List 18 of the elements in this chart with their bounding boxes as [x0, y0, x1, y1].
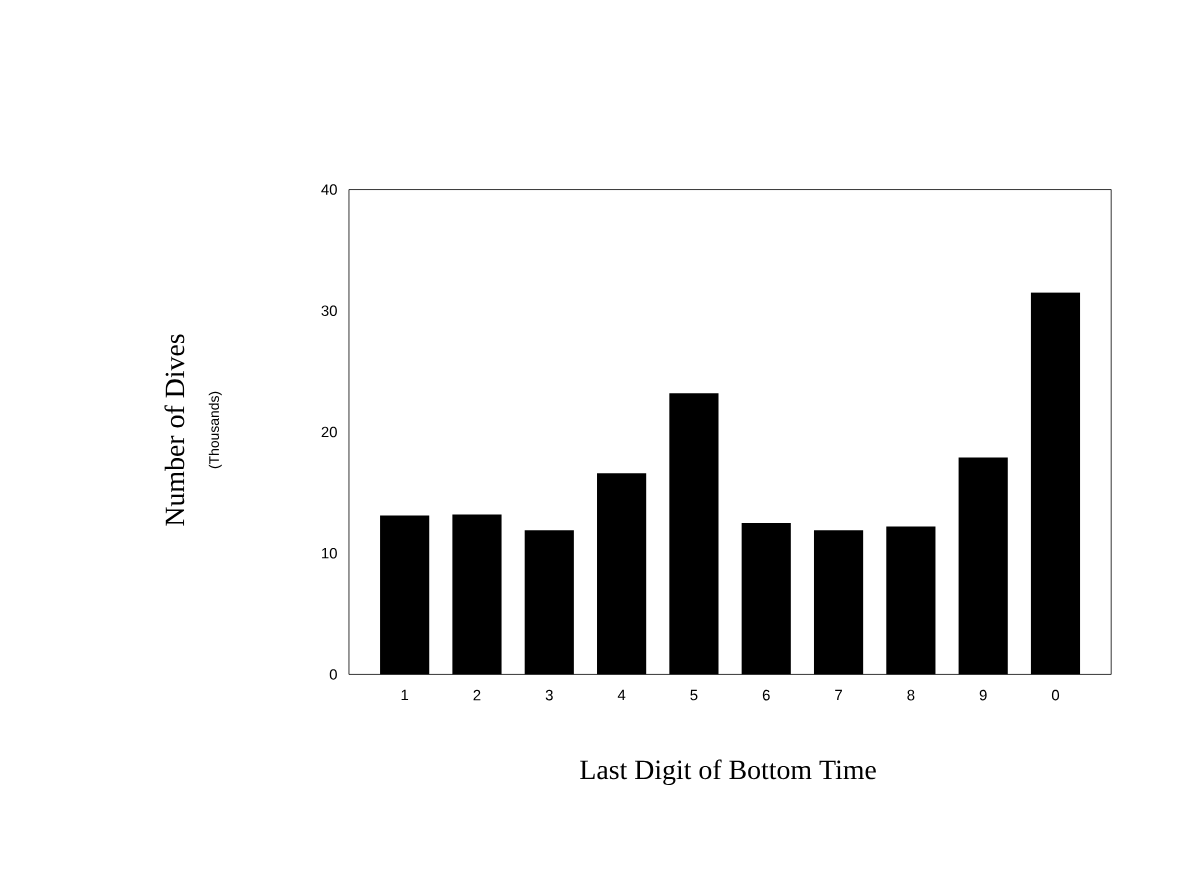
x-tick-label: 3 — [545, 689, 553, 701]
x-tick-label: 6 — [762, 689, 770, 701]
x-tick-label: 2 — [473, 689, 481, 701]
x-tick-label: 0 — [1051, 689, 1060, 701]
x-tick-label: 5 — [690, 689, 698, 701]
y-tick-label: 0 — [329, 669, 337, 680]
y-tick-label: 40 — [321, 184, 337, 195]
x-tick-label: 9 — [979, 689, 987, 701]
text: (Thousands) — [208, 391, 222, 469]
y-tick-label: 10 — [322, 547, 337, 559]
x-axis-title: Last Digit of Bottom Time — [580, 759, 876, 786]
y-axis-title: Number of Dives — [164, 334, 185, 526]
x-tick-label: 8 — [907, 689, 915, 701]
x-tick-label: 7 — [835, 689, 842, 701]
x-tick-label: 1 — [401, 689, 409, 701]
y-tick-label: 20 — [321, 426, 337, 438]
x-tick-label: 4 — [617, 689, 626, 701]
y-tick-label: 30 — [321, 305, 337, 317]
